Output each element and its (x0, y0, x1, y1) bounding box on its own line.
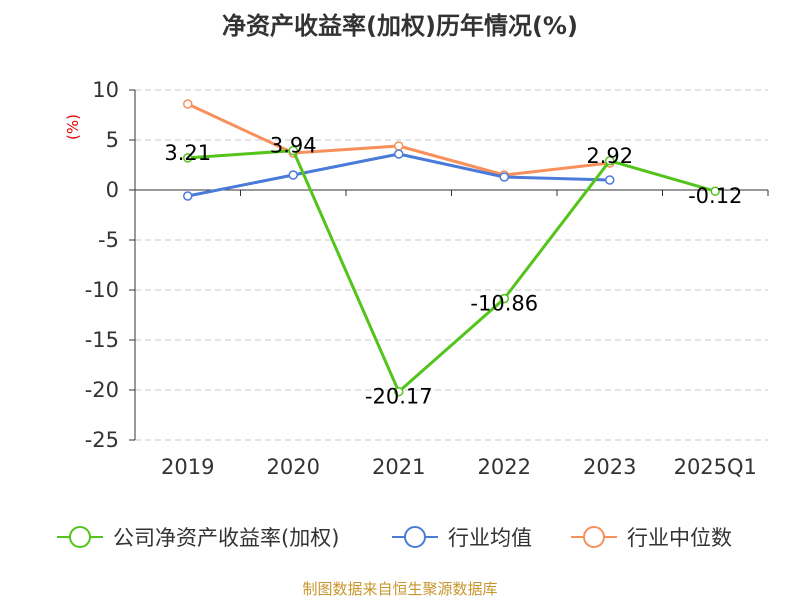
x-tick-label: 2021 (372, 455, 425, 479)
data-point (394, 141, 404, 151)
y-tick-label: -15 (85, 328, 119, 352)
legend-label: 公司净资产收益率(加权) (113, 526, 339, 550)
x-tick-label: 2022 (478, 455, 531, 479)
y-tick-label: 10 (92, 78, 119, 102)
legend-item: 行业均值 (392, 526, 532, 550)
data-point (183, 191, 193, 201)
legend-item: 公司净资产收益率(加权) (57, 526, 339, 550)
legend-label: 行业中位数 (627, 526, 732, 550)
data-point (183, 99, 193, 109)
source-note: 制图数据来自恒生聚源数据库 (302, 580, 497, 598)
y-tick-label: -10 (85, 278, 119, 302)
legend-item: 行业中位数 (571, 526, 732, 550)
data-point (605, 156, 615, 166)
data-point (394, 149, 404, 159)
data-point (288, 145, 298, 156)
data-label: 3.21 (164, 141, 211, 165)
x-tick-label: 2019 (161, 455, 214, 479)
series-line (187, 149, 716, 394)
data-label: 3.94 (270, 134, 317, 158)
legend-swatch-marker (583, 526, 605, 548)
data-point (499, 293, 509, 304)
chart-title: 净资产收益率(加权)历年情况(%) (222, 12, 578, 40)
data-label: -20.17 (365, 385, 433, 409)
data-label: 2.92 (586, 144, 633, 168)
y-tick-label: 0 (106, 178, 119, 202)
data-point (288, 170, 298, 180)
legend: 公司净资产收益率(加权) 行业均值 行业中位数 (57, 526, 732, 550)
data-point (605, 175, 615, 185)
y-tick-label: -25 (85, 428, 119, 452)
legend-swatch-marker (404, 526, 426, 548)
legend-swatch-marker (69, 526, 91, 548)
data-label: -10.86 (470, 292, 538, 316)
data-point (499, 172, 509, 182)
y-tick-label: 5 (106, 128, 119, 152)
x-tick-label: 2020 (267, 455, 320, 479)
data-point (710, 186, 720, 196)
data-labels: 3.21 3.94 -20.17 -10.86 2.92 -0.12 (164, 134, 742, 409)
axes: 10 5 0 -5 -10 -15 -20 -25 2019 2020 2021 2022 2023 20… (85, 78, 769, 479)
data-point (183, 153, 193, 163)
data-point (394, 386, 404, 397)
grid (135, 89, 768, 441)
data-label: -0.12 (688, 184, 742, 208)
y-axis-label: (%) (64, 114, 82, 140)
y-tick-label: -20 (85, 378, 119, 402)
x-tick-label: 2025Q1 (674, 455, 757, 479)
x-tick-label: 2023 (583, 455, 636, 479)
series-layer (183, 99, 720, 397)
legend-label: 行业均值 (448, 526, 532, 550)
y-tick-label: -5 (98, 228, 119, 252)
